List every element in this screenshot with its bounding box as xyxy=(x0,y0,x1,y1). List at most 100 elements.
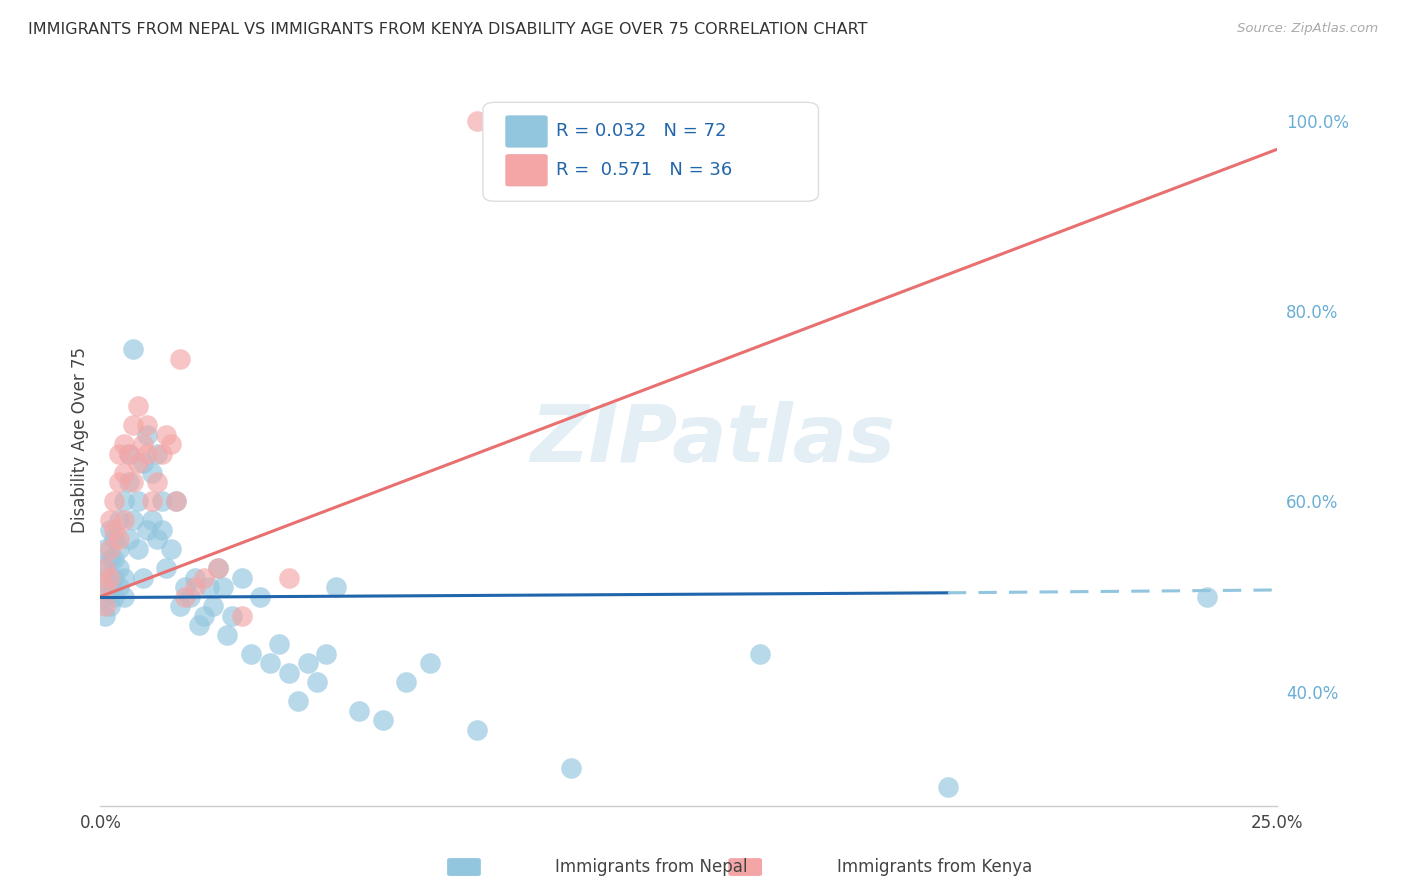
Point xyxy=(127,494,149,508)
Point xyxy=(127,399,149,413)
Point xyxy=(150,523,173,537)
Text: R =  0.571   N = 36: R = 0.571 N = 36 xyxy=(555,161,733,179)
Point xyxy=(108,580,131,594)
Point xyxy=(94,541,117,556)
Point xyxy=(146,475,169,490)
Point xyxy=(108,513,131,527)
Text: Source: ZipAtlas.com: Source: ZipAtlas.com xyxy=(1237,22,1378,36)
Point xyxy=(155,561,177,575)
Point xyxy=(132,456,155,470)
Text: R = 0.032   N = 72: R = 0.032 N = 72 xyxy=(555,122,727,140)
Point xyxy=(202,599,225,614)
Point xyxy=(122,342,145,356)
Point xyxy=(112,466,135,480)
Point xyxy=(169,599,191,614)
Point xyxy=(136,447,159,461)
Point xyxy=(136,427,159,442)
Point xyxy=(141,466,163,480)
Point xyxy=(108,533,131,547)
Point xyxy=(349,704,371,718)
Point xyxy=(150,494,173,508)
Point xyxy=(122,475,145,490)
Point xyxy=(277,665,299,680)
Point xyxy=(183,580,205,594)
Point xyxy=(98,599,121,614)
Point xyxy=(165,494,187,508)
FancyBboxPatch shape xyxy=(482,103,818,202)
Point xyxy=(174,590,197,604)
Point xyxy=(98,580,121,594)
Point xyxy=(94,608,117,623)
Point xyxy=(221,608,243,623)
Point xyxy=(297,657,319,671)
Point xyxy=(395,675,418,690)
Point xyxy=(188,618,211,632)
Point xyxy=(132,571,155,585)
Point xyxy=(325,580,347,594)
Point xyxy=(94,590,117,604)
Point xyxy=(165,494,187,508)
Point xyxy=(240,647,263,661)
Point xyxy=(98,541,121,556)
Point xyxy=(748,647,770,661)
Point xyxy=(141,494,163,508)
Point xyxy=(112,571,135,585)
Point xyxy=(217,628,239,642)
Point xyxy=(269,637,291,651)
Point xyxy=(94,599,117,614)
Point xyxy=(249,590,271,604)
Point xyxy=(136,523,159,537)
Point xyxy=(98,551,121,566)
Point xyxy=(193,571,215,585)
Point xyxy=(127,541,149,556)
Point xyxy=(305,675,328,690)
Point xyxy=(112,590,135,604)
Point xyxy=(936,780,959,794)
Point xyxy=(112,437,135,451)
Point xyxy=(103,571,125,585)
Point xyxy=(150,447,173,461)
Point xyxy=(141,513,163,527)
Point xyxy=(127,456,149,470)
Point xyxy=(136,418,159,433)
Point xyxy=(146,533,169,547)
Point xyxy=(231,571,253,585)
Point xyxy=(160,541,183,556)
Point xyxy=(98,571,121,585)
Point xyxy=(117,475,139,490)
Point xyxy=(98,513,121,527)
Point xyxy=(465,723,488,737)
Point xyxy=(103,523,125,537)
Point xyxy=(169,351,191,366)
Point xyxy=(197,580,219,594)
Point xyxy=(117,447,139,461)
Point xyxy=(465,113,488,128)
Point xyxy=(108,561,131,575)
Point xyxy=(94,561,117,575)
Point xyxy=(98,523,121,537)
Y-axis label: Disability Age Over 75: Disability Age Over 75 xyxy=(72,346,89,533)
Text: Immigrants from Kenya: Immigrants from Kenya xyxy=(837,858,1032,876)
Point xyxy=(94,571,117,585)
Point xyxy=(117,533,139,547)
Point xyxy=(315,647,337,661)
Text: Immigrants from Nepal: Immigrants from Nepal xyxy=(555,858,748,876)
Point xyxy=(277,571,299,585)
FancyBboxPatch shape xyxy=(505,115,548,147)
Point xyxy=(94,561,117,575)
Point xyxy=(108,475,131,490)
Point xyxy=(419,657,441,671)
Point xyxy=(371,714,394,728)
Point xyxy=(122,513,145,527)
Text: ZIPatlas: ZIPatlas xyxy=(530,401,896,478)
Point xyxy=(211,580,233,594)
Point xyxy=(117,447,139,461)
Point xyxy=(132,437,155,451)
FancyBboxPatch shape xyxy=(505,154,548,186)
Point xyxy=(560,761,582,775)
Point xyxy=(155,427,177,442)
Point xyxy=(94,580,117,594)
Point xyxy=(108,541,131,556)
Point xyxy=(160,437,183,451)
Point xyxy=(122,418,145,433)
